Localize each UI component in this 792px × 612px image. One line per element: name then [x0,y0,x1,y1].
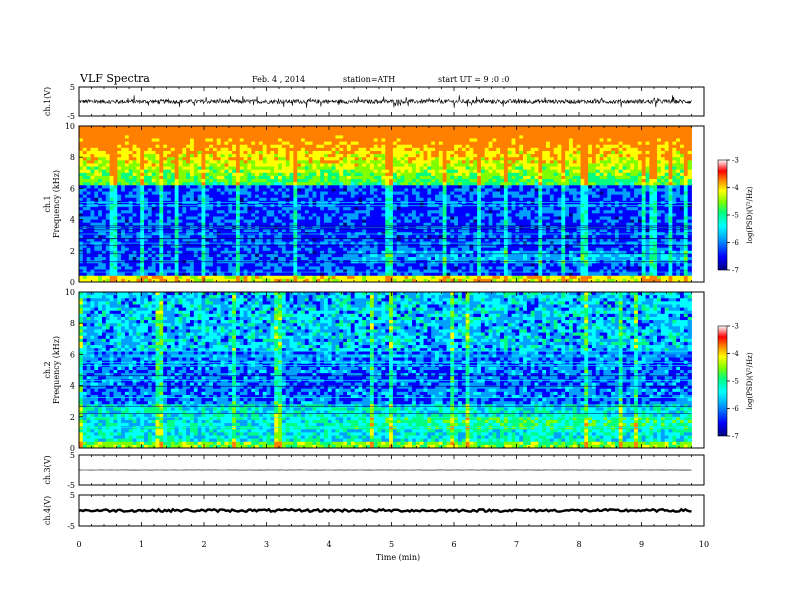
ch2-colorbar: -3 -4 -5 -6 -7 log(PSD)(V²/Hz) [717,323,754,441]
ch2-spectrogram-ytick-2: 2 [70,413,75,422]
cb2-tick--6: -6 [732,405,739,413]
ch1-waveform-trace [78,95,692,108]
ch1-waveform-panel: 5 -5 ch.1(V) [43,83,705,121]
x-tick-6: 6 [451,540,456,549]
ch3-waveform-ytick-5: 5 [70,451,75,460]
x-tick-10: 10 [699,540,709,549]
ch1-spectrogram-ylabel-line-1: Frequency (kHz) [52,170,61,238]
start-time-label: start UT = 9 :0 :0 [438,75,509,84]
ch1-colorbar: -3 -4 -5 -6 -7 log(PSD)(V²/Hz) [717,157,754,275]
ch2-spectrogram-ytick-4: 4 [70,382,75,391]
ch4-waveform-ytick--5: -5 [67,522,75,531]
ch2-spectrogram-ylabel-line-0: ch.2 [43,361,52,378]
x-tick-1: 1 [139,540,144,549]
x-tick-3: 3 [264,540,269,549]
x-tick-7: 7 [514,540,519,549]
x-tick-4: 4 [326,540,331,549]
ch4-waveform-panel: 5 -5 ch.4(V) [43,491,705,531]
ch2-spectrogram-panel: 0 2 4 6 8 10 ch.2 Frequency (kHz) [43,288,705,453]
ch1-spectrogram-ytick-10: 10 [65,122,75,131]
ch2-spectrogram-ylabel-line-1: Frequency (kHz) [52,336,61,404]
ch4-waveform-ytick-5: 5 [70,491,75,500]
ch1-spectrogram-ylabel-line-0: ch.1 [43,195,52,212]
station-label: station=ATH [343,75,395,84]
ch1-colorbar-scale [717,159,728,271]
ch2-spectrogram-ytick-10: 10 [65,288,75,297]
ch2-spectrogram-cells [79,292,692,449]
x-axis-label: Time (min) [376,553,420,562]
cb2-tick--5: -5 [732,378,739,386]
cb2-tick--3: -3 [732,323,739,331]
ch1-spectrogram-ytick-4: 4 [70,216,75,225]
ch4-waveform-ylabel: ch.4(V) [43,496,52,525]
ch3-waveform-panel: 5 -5 ch.3(V) [43,451,705,490]
ch1-spectrogram-panel: 0 2 4 6 8 10 ch.1 Frequency (kHz) [43,122,705,287]
ch2-colorbar-scale [717,325,728,437]
ch1-waveform-ytick-5: 5 [70,83,75,92]
cb1-tick--6: -6 [732,239,739,247]
ch1-spectrogram-ytick-2: 2 [70,247,75,256]
ch1-spectrogram-cells [79,126,692,283]
x-tick-2: 2 [201,540,206,549]
cb2-tick--7: -7 [732,433,739,441]
cb1-label: log(PSD)(V²/Hz) [746,186,754,243]
cb2-tick--4: -4 [732,350,739,358]
ch1-spectrogram-ytick-0: 0 [70,278,75,287]
figure-title: VLF Spectra [79,72,150,85]
x-tick-8: 8 [576,540,581,549]
x-tick-5: 5 [389,540,394,549]
ch2-spectrogram-ytick-0: 0 [70,444,75,453]
ch1-spectrogram-ytick-8: 8 [70,153,75,162]
ch3-waveform-ylabel: ch.3(V) [43,455,52,484]
cb2-label: log(PSD)(V²/Hz) [746,352,754,409]
ch3-waveform-ytick--5: -5 [67,481,75,490]
date-label: Feb. 4 , 2014 [252,75,305,84]
ch2-spectrogram-ytick-6: 6 [70,350,75,359]
ch1-waveform-ylabel: ch.1(V) [43,87,52,116]
ch1-spectrogram-ytick-6: 6 [70,184,75,193]
cb1-tick--4: -4 [732,184,739,192]
cb1-tick--3: -3 [732,157,739,165]
cb1-tick--5: -5 [732,212,739,220]
ch4-waveform-trace [78,507,692,514]
ch1-waveform-ytick--5: -5 [67,112,75,121]
ch2-spectrogram-ytick-8: 8 [70,319,75,328]
cb1-tick--7: -7 [732,267,739,275]
x-tick-0: 0 [76,540,81,549]
time-axis: 0 1 2 3 4 5 6 7 8 9 10 [76,540,709,549]
x-tick-9: 9 [639,540,644,549]
